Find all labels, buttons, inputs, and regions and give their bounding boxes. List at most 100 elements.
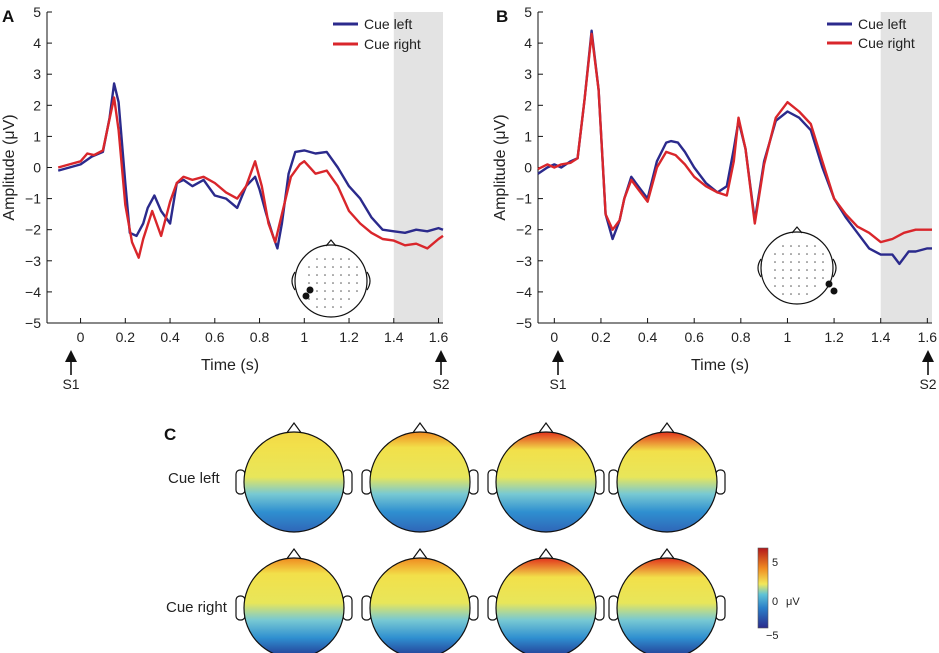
electrode-dot bbox=[814, 261, 816, 263]
s2-label: S2 bbox=[919, 376, 936, 392]
electrode-dot bbox=[332, 282, 334, 284]
left-ear-icon bbox=[757, 258, 762, 278]
electrode-dot bbox=[790, 261, 792, 263]
panel-a-legend: Cue left Cue right bbox=[333, 16, 421, 52]
electrode-dot bbox=[798, 269, 800, 271]
s2-arrowhead-icon bbox=[435, 350, 447, 362]
electrode-dot bbox=[814, 269, 816, 271]
colorbar-unit-label: μV bbox=[786, 596, 800, 608]
y-tick-label: 3 bbox=[33, 66, 41, 82]
electrode-dot bbox=[798, 261, 800, 263]
panel-b-legend: Cue left Cue right bbox=[827, 16, 915, 51]
electrode-dot bbox=[782, 253, 784, 255]
y-tick-label: −2 bbox=[25, 222, 41, 238]
scalp-map bbox=[243, 557, 345, 653]
panel-a-shaded-region bbox=[393, 12, 443, 323]
electrode-dot bbox=[332, 306, 334, 308]
s2-label: S2 bbox=[432, 376, 449, 392]
electrode-dot bbox=[798, 253, 800, 255]
x-tick-label: 0.2 bbox=[591, 329, 611, 345]
electrode-dot bbox=[348, 258, 350, 260]
x-tick-label: 0.2 bbox=[116, 329, 136, 345]
s1-arrowhead-icon bbox=[65, 350, 77, 362]
electrode-dot bbox=[806, 261, 808, 263]
electrode-dot bbox=[340, 306, 342, 308]
x-tick-label: 1.2 bbox=[824, 329, 844, 345]
y-tick-label: −2 bbox=[516, 222, 532, 238]
electrode-dot bbox=[332, 266, 334, 268]
electrode-dot bbox=[806, 285, 808, 287]
electrode-dot bbox=[356, 290, 358, 292]
s2-marker: S2 bbox=[919, 350, 937, 392]
electrode-dot bbox=[798, 245, 800, 247]
colorbar-max-label: 5 bbox=[772, 557, 778, 569]
topography-map bbox=[235, 547, 353, 653]
electrode-dot bbox=[774, 269, 776, 271]
electrode-dot bbox=[348, 282, 350, 284]
s2-marker: S2 bbox=[432, 350, 450, 392]
electrode-dot bbox=[308, 266, 310, 268]
x-tick-label: 0.4 bbox=[638, 329, 658, 345]
scalp-map bbox=[243, 431, 345, 533]
electrode-dot bbox=[790, 269, 792, 271]
row-label-cue-right: Cue right bbox=[166, 599, 228, 616]
electrode-dot bbox=[324, 298, 326, 300]
y-tick-label: −5 bbox=[25, 315, 41, 331]
series-line-cue-right bbox=[537, 32, 932, 244]
electrode-dot bbox=[324, 282, 326, 284]
y-tick-label: 2 bbox=[524, 97, 532, 113]
nose-icon bbox=[325, 239, 337, 247]
y-tick-label: 3 bbox=[524, 66, 532, 82]
electrode-dot bbox=[340, 258, 342, 260]
electrode-dot bbox=[316, 258, 318, 260]
legend-cue-right-label: Cue right bbox=[364, 36, 421, 52]
y-tick-label: −1 bbox=[516, 191, 532, 207]
s1-marker: S1 bbox=[549, 350, 567, 392]
s2-arrowhead-icon bbox=[922, 350, 934, 362]
y-tick-label: 4 bbox=[33, 35, 41, 51]
selected-electrode bbox=[825, 280, 833, 288]
legend-cue-right-label: Cue right bbox=[858, 35, 915, 51]
x-axis-label: Time (s) bbox=[201, 357, 259, 374]
electrode-dot bbox=[814, 277, 816, 279]
panel-b-shaded-region bbox=[880, 12, 932, 323]
legend-cue-left-label: Cue left bbox=[858, 16, 906, 32]
electrode-dot bbox=[814, 245, 816, 247]
y-tick-label: 1 bbox=[524, 128, 532, 144]
electrode-dot bbox=[814, 285, 816, 287]
right-ear-icon bbox=[832, 258, 837, 278]
y-tick-label: 1 bbox=[33, 128, 41, 144]
scalp-map bbox=[616, 431, 718, 533]
topography-map bbox=[361, 547, 479, 653]
panel-b-axes: 5 4 3 2 1 0 −1 −2 −3 −4 −5 0 0.2 0.4 0.6 0.8 1 1.2 1.4 1.6 A… bbox=[492, 4, 937, 374]
y-tick-label: −3 bbox=[25, 253, 41, 269]
panel-b: B 5 4 3 2 1 0 −1 −2 −3 −4 −5 0 0.2 0.4 0.6 0.8 1 1.2 1.4 1.… bbox=[492, 4, 937, 392]
electrode-dot bbox=[806, 277, 808, 279]
electrode-dot bbox=[822, 261, 824, 263]
electrode-dot bbox=[356, 274, 358, 276]
electrode-dot bbox=[324, 306, 326, 308]
electrode-dot bbox=[316, 266, 318, 268]
scalp-map bbox=[616, 557, 718, 653]
legend-cue-left-label: Cue left bbox=[364, 16, 412, 32]
electrode-dot bbox=[308, 274, 310, 276]
selected-electrode bbox=[302, 292, 310, 300]
electrode-dot bbox=[324, 274, 326, 276]
electrode-dot bbox=[308, 282, 310, 284]
electrode-dot bbox=[806, 253, 808, 255]
electrode-dot bbox=[340, 290, 342, 292]
electrode-dot bbox=[308, 298, 310, 300]
x-axis-label: Time (s) bbox=[691, 357, 749, 374]
y-tick-label: −5 bbox=[516, 315, 532, 331]
scalp-map bbox=[495, 431, 597, 533]
electrode-grid bbox=[774, 245, 824, 295]
y-tick-label: 4 bbox=[524, 35, 532, 51]
electrode-dot bbox=[340, 274, 342, 276]
electrode-dot bbox=[332, 290, 334, 292]
electrode-dot bbox=[324, 258, 326, 260]
x-tick-label: 0 bbox=[77, 329, 85, 345]
electrode-dot bbox=[782, 245, 784, 247]
x-tick-label: 0.4 bbox=[160, 329, 180, 345]
electrode-dot bbox=[806, 293, 808, 295]
x-tick-label: 0.8 bbox=[250, 329, 270, 345]
